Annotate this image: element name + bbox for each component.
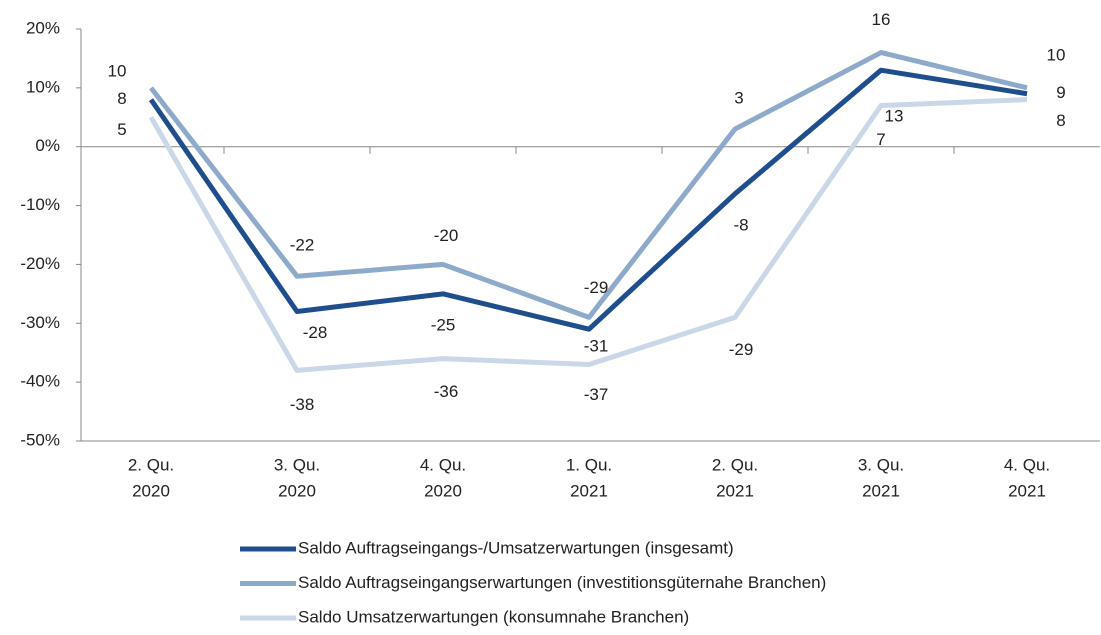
x-tick-label: 2021 <box>862 481 900 500</box>
y-tick-label: 0% <box>35 136 60 155</box>
x-tick-label: 2. Qu. <box>128 455 174 474</box>
legend-label: Saldo Auftragseingangs-/Umsatzerwartunge… <box>298 538 734 557</box>
data-label: -28 <box>303 323 328 342</box>
data-label: 8 <box>117 89 126 108</box>
data-label: 10 <box>108 61 127 80</box>
data-label: -20 <box>434 226 459 245</box>
x-tick-label: 2020 <box>278 481 316 500</box>
y-tick-label: -20% <box>20 254 60 273</box>
x-tick-label: 3. Qu. <box>858 455 904 474</box>
data-label: 16 <box>872 10 891 29</box>
series-line <box>149 50 1028 320</box>
series-line <box>148 67 1028 332</box>
data-label: 9 <box>1056 83 1065 102</box>
data-label: -29 <box>729 340 754 359</box>
data-label: 5 <box>117 120 126 139</box>
data-label: 8 <box>1056 111 1065 130</box>
x-tick-label: 4. Qu. <box>1004 455 1050 474</box>
y-tick-label: -10% <box>20 195 60 214</box>
y-tick-label: 10% <box>26 77 60 96</box>
data-label: -25 <box>431 315 456 334</box>
data-label: 10 <box>1047 45 1066 64</box>
data-label: -22 <box>290 236 315 255</box>
x-tick-label: 2021 <box>1008 481 1046 500</box>
data-label: 13 <box>885 107 904 126</box>
series-line <box>148 97 1028 373</box>
y-tick-label: -30% <box>20 313 60 332</box>
x-tick-label: 4. Qu. <box>420 455 466 474</box>
y-tick-label: -50% <box>20 430 60 449</box>
data-label: -29 <box>584 278 609 297</box>
data-label: 7 <box>876 130 885 149</box>
data-label: -37 <box>584 385 609 404</box>
y-tick-label: 20% <box>26 18 60 37</box>
data-label: -38 <box>290 395 315 414</box>
x-tick-label: 2. Qu. <box>712 455 758 474</box>
legend-label: Saldo Umsatzerwartungen (konsumnahe Bran… <box>298 607 689 626</box>
x-tick-label: 2020 <box>424 481 462 500</box>
data-label: -8 <box>733 215 748 234</box>
x-tick-label: 2020 <box>132 481 170 500</box>
legend-label: Saldo Auftragseingangserwartungen (inves… <box>298 573 826 592</box>
x-tick-label: 2021 <box>716 481 754 500</box>
data-label: -36 <box>434 382 459 401</box>
x-tick-label: 3. Qu. <box>274 455 320 474</box>
data-label: 3 <box>734 89 743 108</box>
x-tick-label: 2021 <box>570 481 608 500</box>
data-label: -31 <box>584 337 609 356</box>
x-tick-label: 1. Qu. <box>566 455 612 474</box>
y-tick-label: -40% <box>20 372 60 391</box>
